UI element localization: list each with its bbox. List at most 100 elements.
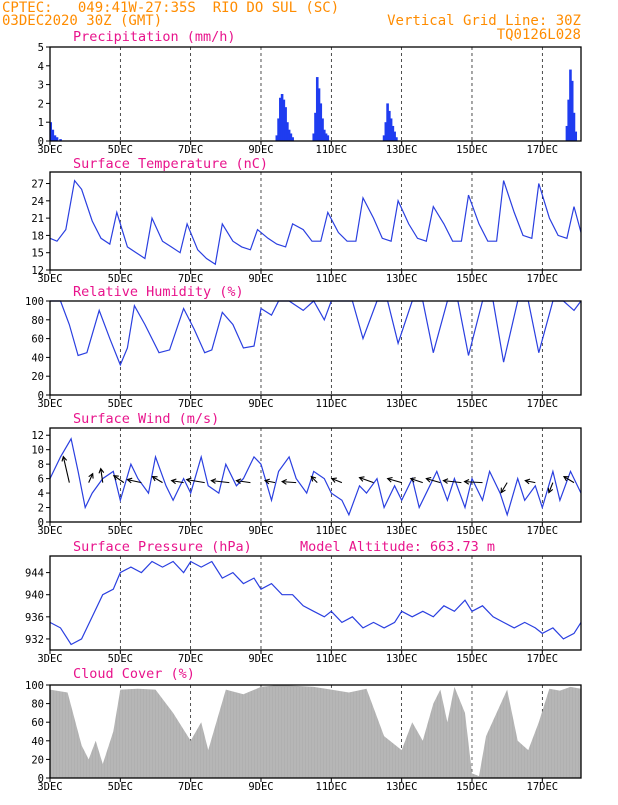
wind-arrow-head bbox=[442, 478, 449, 484]
x-tick-label: 5DEC bbox=[108, 525, 133, 537]
y-tick-label: 4 bbox=[38, 488, 44, 500]
wind-arrow-shaft bbox=[525, 480, 536, 484]
y-tick-label: 1 bbox=[38, 117, 44, 129]
wind-arrow-head bbox=[185, 477, 192, 484]
y-tick-label: 60 bbox=[31, 717, 44, 729]
precip-bar bbox=[49, 122, 53, 141]
precip-bar bbox=[565, 125, 569, 141]
y-tick-label: 2 bbox=[38, 503, 44, 515]
x-tick-label: 15DEC bbox=[456, 144, 488, 156]
wind-arrow-shaft bbox=[500, 482, 508, 493]
header-model: TQ0126L028 bbox=[497, 27, 581, 43]
x-tick-label: 15DEC bbox=[456, 273, 488, 285]
precip-bar bbox=[280, 94, 284, 141]
temp-title: Surface Temperature (nC) bbox=[73, 156, 268, 172]
precip-bar bbox=[51, 129, 55, 141]
y-tick-label: 0 bbox=[38, 136, 44, 148]
wind-arrow-shaft bbox=[171, 480, 184, 484]
y-tick-label: 12 bbox=[31, 265, 44, 277]
pressure-title: Surface Pressure (hPa) bbox=[73, 539, 252, 555]
x-tick-label: 17DEC bbox=[527, 781, 559, 793]
precip-bar bbox=[382, 135, 386, 141]
wind-arrow-head bbox=[170, 478, 177, 485]
pressure-line bbox=[49, 560, 582, 646]
y-tick-label: 4 bbox=[38, 61, 44, 73]
x-tick-label: 15DEC bbox=[456, 525, 488, 537]
y-tick-label: 3 bbox=[38, 80, 44, 92]
precip-bar bbox=[395, 137, 398, 141]
rh-panel: 0 20 40 60 80 100 3DEC 5DEC 7DEC 9DEC 11DEC 13DEC 15… bbox=[25, 284, 582, 410]
precip-bar bbox=[53, 135, 57, 141]
x-tick-label: 11DEC bbox=[316, 273, 348, 285]
y-tick-label: 5 bbox=[38, 42, 44, 54]
wind-arrow-head bbox=[88, 472, 94, 479]
y-tick-label: 80 bbox=[31, 699, 44, 711]
x-tick-label: 9DEC bbox=[248, 144, 273, 156]
y-tick-label: 6 bbox=[38, 474, 44, 486]
precip-bar bbox=[389, 118, 393, 141]
precip-bar bbox=[59, 139, 62, 141]
wind-arrow-head bbox=[151, 476, 158, 482]
wind-arrow-shaft bbox=[563, 476, 575, 484]
x-tick-label: 3DEC bbox=[37, 781, 62, 793]
wind-arrow-shaft bbox=[211, 480, 230, 484]
header-date: 03DEC2020 30Z (GMT) bbox=[2, 13, 162, 29]
wind-arrows bbox=[61, 455, 575, 494]
x-tick-label: 3DEC bbox=[37, 144, 62, 156]
x-tick-label: 5DEC bbox=[108, 653, 133, 665]
y-tick-label: 944 bbox=[25, 568, 44, 580]
y-tick-label: 8 bbox=[38, 459, 44, 471]
cloud-title: Cloud Cover (%) bbox=[73, 666, 195, 682]
x-tick-label: 11DEC bbox=[316, 525, 348, 537]
rh-frame bbox=[49, 300, 582, 396]
precip-bar bbox=[570, 80, 574, 141]
precip-bar bbox=[314, 112, 317, 141]
x-tick-label: 9DEC bbox=[248, 398, 273, 410]
precip-bar bbox=[317, 88, 321, 141]
precip-bar bbox=[287, 129, 291, 141]
y-tick-label: 15 bbox=[31, 248, 44, 260]
rh-line bbox=[50, 300, 582, 367]
precip-bar bbox=[289, 133, 293, 141]
precip-bar bbox=[275, 135, 279, 141]
y-tick-label: 940 bbox=[25, 590, 44, 602]
precip-bar bbox=[312, 133, 316, 141]
y-tick-label: 40 bbox=[31, 352, 44, 364]
x-tick-label: 13DEC bbox=[386, 144, 418, 156]
precip-bar bbox=[391, 125, 395, 141]
wind-arrow-head bbox=[358, 476, 365, 482]
wind-arrow-shaft bbox=[548, 482, 554, 493]
y-tick-label: 20 bbox=[31, 371, 44, 383]
precip-bar bbox=[279, 97, 282, 141]
x-tick-label: 3DEC bbox=[37, 273, 62, 285]
x-tick-label: 11DEC bbox=[316, 144, 348, 156]
wind-arrow-head bbox=[263, 478, 270, 485]
wind-arrow-shaft bbox=[113, 475, 125, 484]
wind-arrow-shaft bbox=[359, 477, 374, 484]
x-tick-label: 5DEC bbox=[108, 781, 133, 793]
temp-frame bbox=[49, 171, 582, 271]
precip-bar bbox=[284, 107, 287, 141]
y-tick-label: 40 bbox=[31, 736, 44, 748]
cloud-frame bbox=[49, 684, 582, 779]
wind-arrow-head bbox=[463, 478, 470, 485]
wind-arrow-head bbox=[281, 479, 287, 485]
x-tick-label: 7DEC bbox=[178, 525, 203, 537]
x-tick-label: 13DEC bbox=[386, 653, 418, 665]
y-tick-label: 0 bbox=[38, 390, 44, 402]
x-tick-label: 17DEC bbox=[527, 525, 559, 537]
y-tick-label: 2 bbox=[38, 98, 44, 110]
wind-arrow-shaft bbox=[236, 480, 251, 484]
precip-bar bbox=[315, 77, 319, 141]
y-tick-label: 21 bbox=[31, 213, 44, 225]
wind-arrow-head bbox=[210, 478, 217, 484]
y-tick-label: 932 bbox=[25, 634, 44, 646]
x-tick-label: 17DEC bbox=[527, 398, 559, 410]
wind-arrow-shaft bbox=[282, 481, 297, 484]
wind-arrow-head bbox=[524, 478, 531, 485]
wind-arrow-head bbox=[112, 474, 119, 481]
wind-arrow-shaft bbox=[426, 478, 441, 484]
precip-bar bbox=[324, 133, 328, 141]
wind-arrow-shaft bbox=[443, 480, 462, 484]
